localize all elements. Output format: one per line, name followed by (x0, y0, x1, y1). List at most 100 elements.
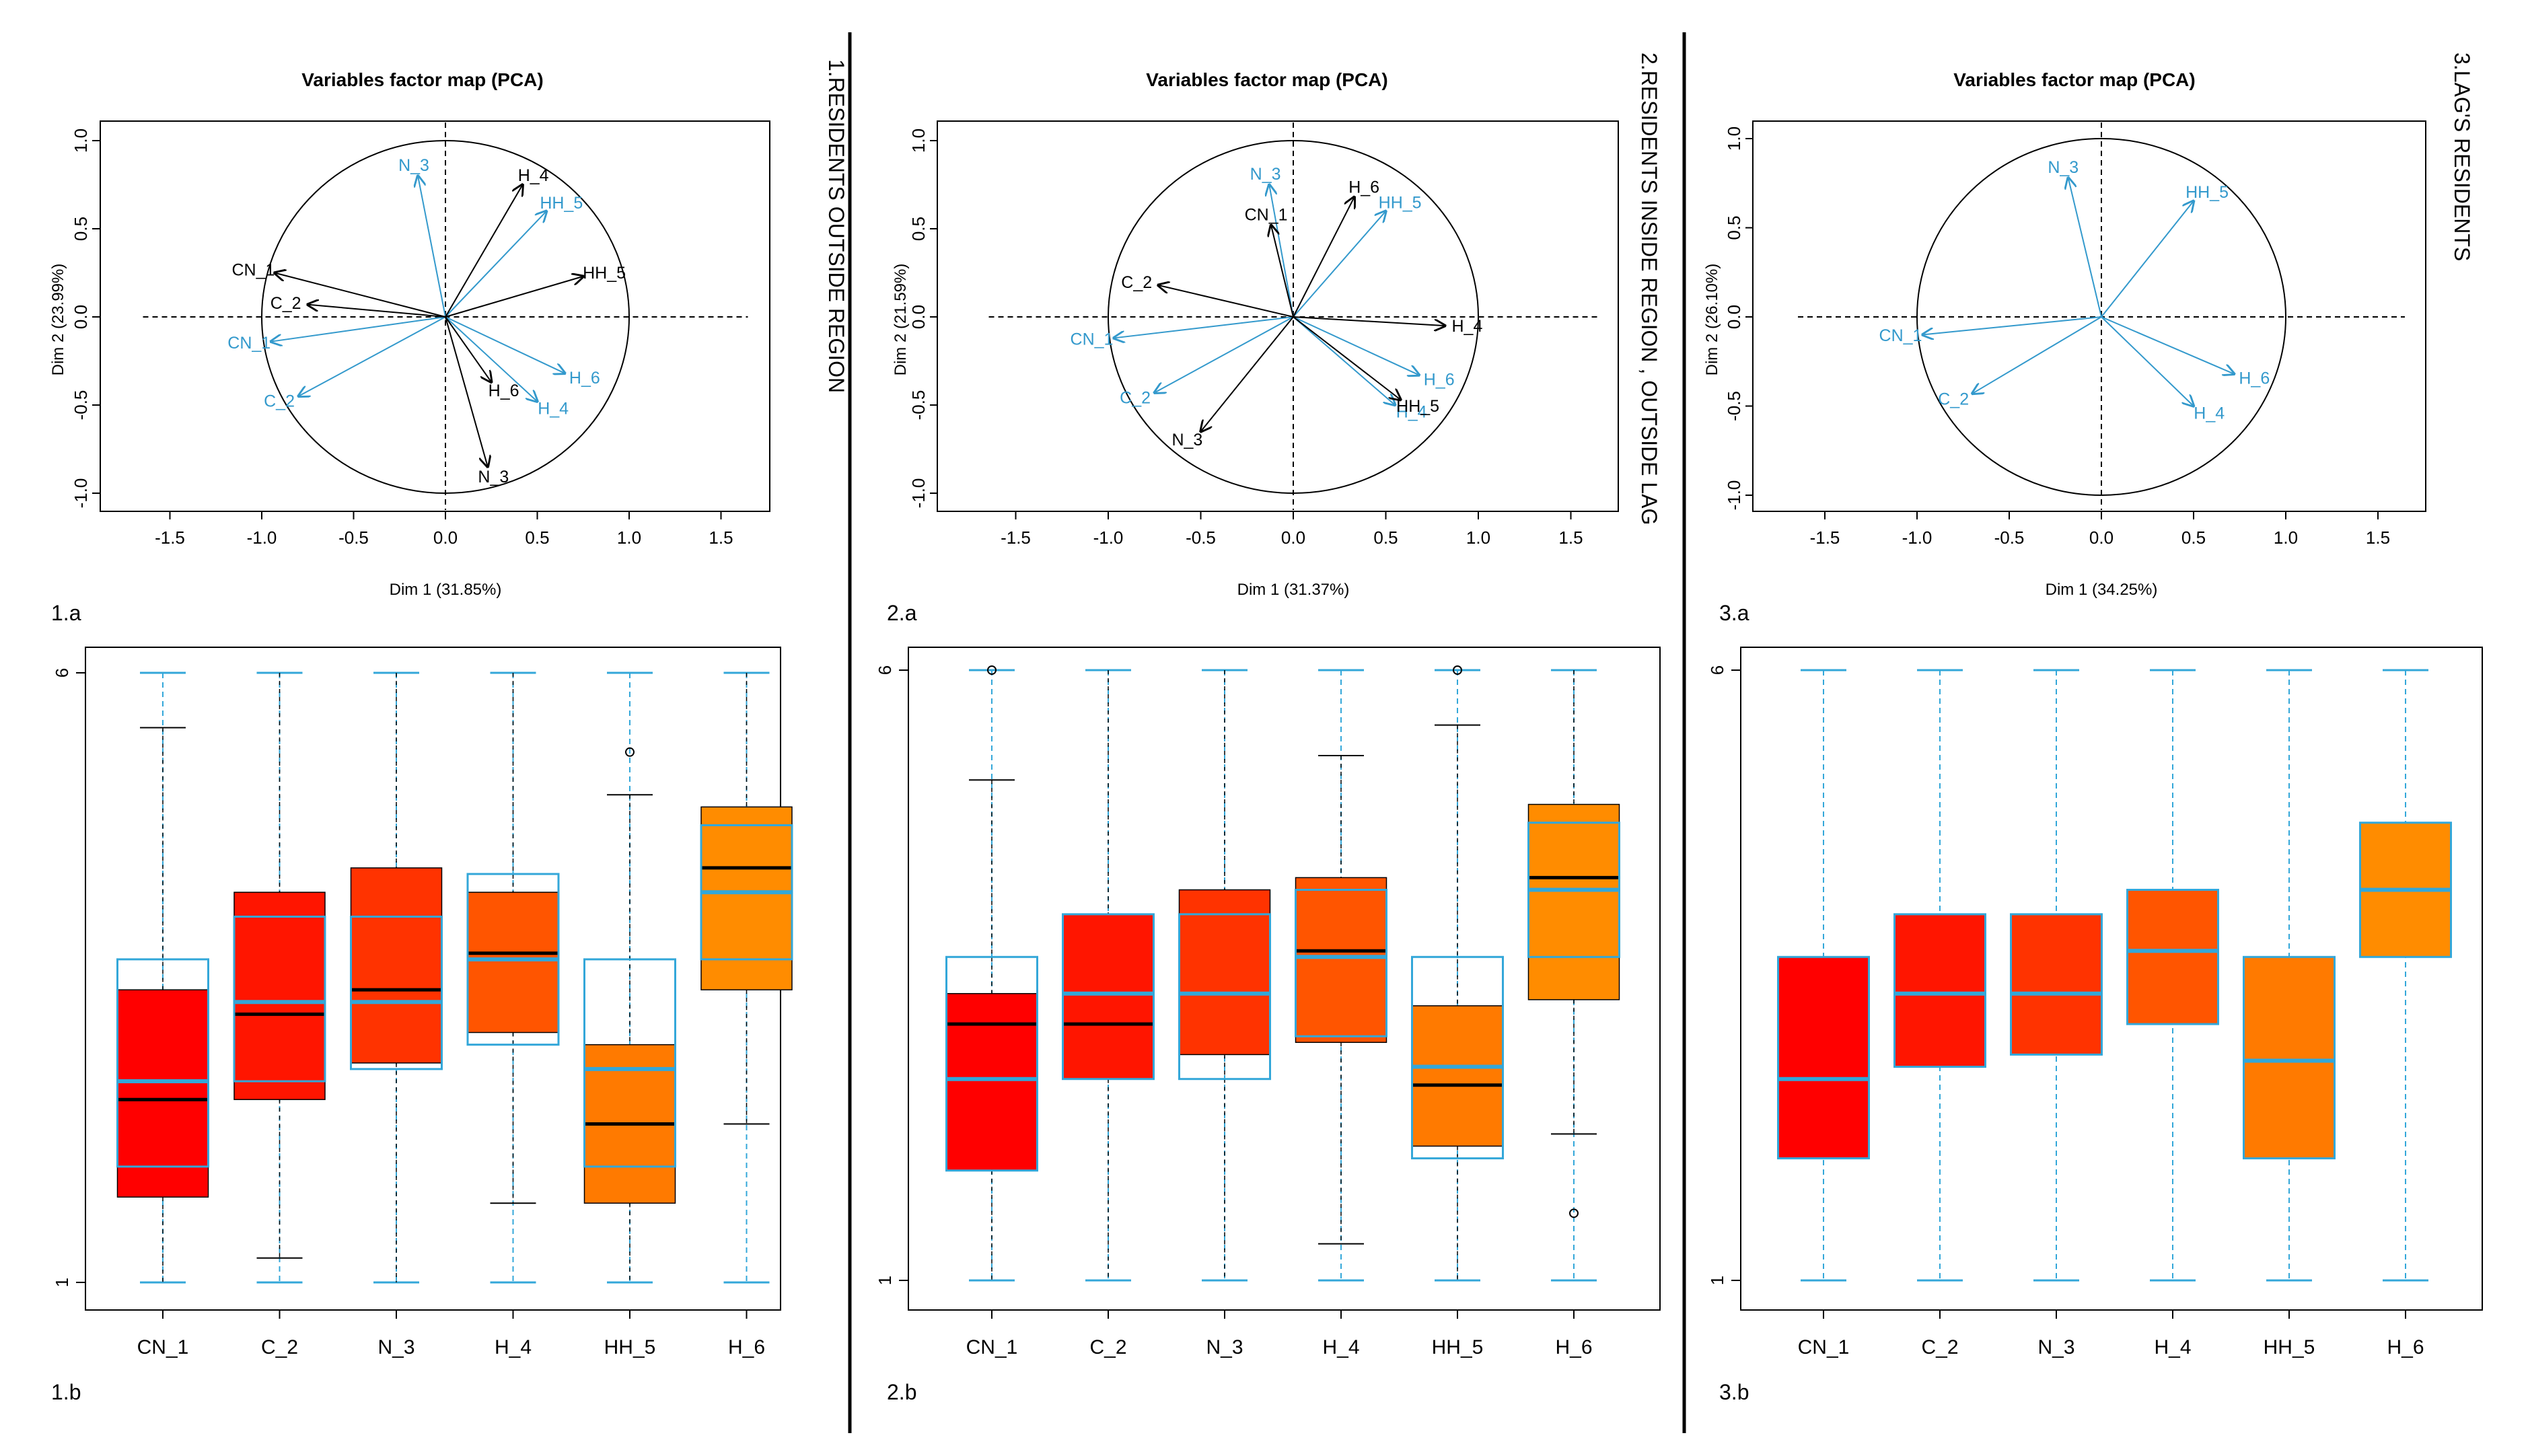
outlier-point (625, 747, 635, 757)
black-vector-label: HH_5 (1396, 397, 1439, 416)
black-vector-n_3 (1201, 316, 1294, 431)
blue-vector-n_3 (418, 176, 446, 318)
panel-label-2a: 2.a (887, 601, 917, 625)
category-label-h_4: H_4 (495, 1336, 532, 1358)
box-n_3 (350, 867, 443, 1064)
blue-vector-label: HH_5 (2186, 183, 2229, 202)
panel-label-1a: 1.a (51, 601, 81, 625)
black-vector-c_2 (1158, 285, 1294, 318)
box-c_2 (1893, 913, 1986, 1068)
blue-vector-h_4 (445, 316, 538, 402)
category-label-cn_1: CN_1 (966, 1336, 1018, 1358)
reference-box (233, 915, 326, 1083)
black-vector-label: H_6 (1348, 178, 1379, 197)
y-axis-label: Dim 2 (26.10%) (1703, 264, 1721, 376)
blue-vector-label: H_6 (569, 369, 600, 388)
boxplot-chart-3: 1 6 CN_1 C_2 N_3 H_4 HH_5 H_6 (1707, 647, 2483, 1358)
y-tick-label: 0.0 (1724, 305, 1744, 329)
blue-vector-h_6 (445, 316, 565, 373)
category-label-h_6: H_6 (1555, 1336, 1592, 1358)
blue-vector-label: CN_1 (227, 334, 270, 353)
box-cn_1 (1777, 955, 1870, 1160)
box-n_3 (1178, 889, 1271, 1056)
y-tick-label: 6 (1707, 665, 1727, 675)
x-tick-label: -1.5 (155, 527, 185, 548)
x-tick-label: -0.5 (338, 527, 369, 548)
y-tick-label: 0.5 (71, 217, 91, 241)
category-label-n_3: N_3 (2037, 1336, 2074, 1358)
blue-vector-n_3 (2068, 178, 2102, 318)
black-vector-cn_1 (1271, 225, 1294, 318)
y-tick-label: -0.5 (71, 390, 91, 421)
y-tick-label: -0.5 (1724, 391, 1744, 421)
blue-vector-label: HH_5 (540, 194, 583, 213)
blue-vector-label: H_4 (2194, 404, 2225, 423)
blue-vector-hh_5 (445, 211, 546, 318)
category-label-n_3: N_3 (377, 1336, 414, 1358)
y-tick-label: 1 (875, 1276, 895, 1285)
blue-vector-label: HH_5 (1379, 194, 1422, 213)
category-label-hh_5: HH_5 (1432, 1336, 1484, 1358)
y-axis-label: Dim 2 (21.59%) (892, 264, 910, 376)
x-tick-label: 1.5 (1558, 527, 1583, 548)
y-tick-label: -1.0 (908, 478, 929, 509)
blue-vector-hh_5 (1293, 211, 1386, 318)
box-hh_5 (2243, 955, 2336, 1160)
black-vector-h_4 (445, 185, 523, 318)
pca-chart-1: Variables factor map (PCA) Dim 1 (31.85%… (49, 69, 770, 599)
y-tick-label: 1.0 (1724, 126, 1744, 151)
panel-label-3a: 3.a (1719, 601, 1749, 625)
blue-vector-h_6 (1293, 316, 1419, 375)
panel-label-2b: 2.b (887, 1380, 916, 1404)
box-h_6 (1527, 803, 1620, 1000)
reference-box (945, 955, 1038, 1172)
black-vector-h_6 (1293, 197, 1355, 318)
black-vector-label: HH_5 (583, 264, 626, 283)
pca-title: Variables factor map (PCA) (1146, 69, 1387, 90)
x-tick-label: 1.5 (2366, 527, 2390, 548)
black-vector-label: H_4 (1452, 317, 1483, 336)
x-tick-label: 0.5 (1373, 527, 1398, 548)
black-vector-n_3 (445, 316, 488, 467)
blue-vector-c_2 (1155, 316, 1294, 393)
x-tick-label: -1.5 (1810, 527, 1840, 548)
side-label-1: 1.RESIDENTS OUTSIDE REGION (824, 59, 848, 393)
y-tick-label: -0.5 (908, 390, 929, 421)
black-vector-label: H_4 (518, 166, 549, 185)
box-c_2 (1062, 914, 1155, 1080)
y-tick-label: 0.5 (1724, 215, 1744, 240)
box-cn_1 (116, 989, 209, 1198)
category-label-h_4: H_4 (1322, 1336, 1359, 1358)
box-hh_5 (1411, 1005, 1504, 1147)
y-tick-label: 1 (1707, 1276, 1727, 1285)
box-h_4 (467, 891, 559, 1033)
y-tick-label: 6 (52, 668, 72, 678)
black-vector-hh_5 (1293, 316, 1401, 400)
category-label-cn_1: CN_1 (1798, 1336, 1850, 1358)
blue-vector-label: H_4 (1396, 403, 1427, 422)
black-vector-label: H_6 (489, 381, 519, 400)
x-tick-label: -0.5 (1186, 527, 1216, 548)
x-tick-label: 1.0 (1466, 527, 1490, 548)
x-tick-label: 0.0 (1281, 527, 1305, 548)
blue-vector-label: C_2 (1938, 390, 1969, 408)
black-vector-label: C_2 (270, 294, 301, 313)
box-h_4 (1295, 877, 1387, 1044)
blue-vector-hh_5 (2101, 201, 2194, 318)
blue-vector-label: CN_1 (1071, 330, 1114, 349)
reference-box (350, 915, 443, 1070)
x-tick-label: 0.5 (525, 527, 549, 548)
blue-vector-label: C_2 (1120, 388, 1151, 407)
category-label-h_6: H_6 (2387, 1336, 2424, 1358)
category-label-h_4: H_4 (2154, 1336, 2191, 1358)
blue-vector-c_2 (299, 316, 446, 396)
box-h_4 (2126, 889, 2219, 1025)
pca-title: Variables factor map (PCA) (301, 69, 543, 90)
y-tick-label: 6 (875, 665, 895, 675)
x-tick-label: -1.5 (1001, 527, 1031, 548)
y-tick-label: 1 (52, 1278, 72, 1287)
y-tick-label: 0.5 (908, 217, 929, 241)
category-label-n_3: N_3 (1206, 1336, 1243, 1358)
plot-frame (908, 647, 1661, 1311)
x-tick-label: 0.5 (2181, 527, 2206, 548)
